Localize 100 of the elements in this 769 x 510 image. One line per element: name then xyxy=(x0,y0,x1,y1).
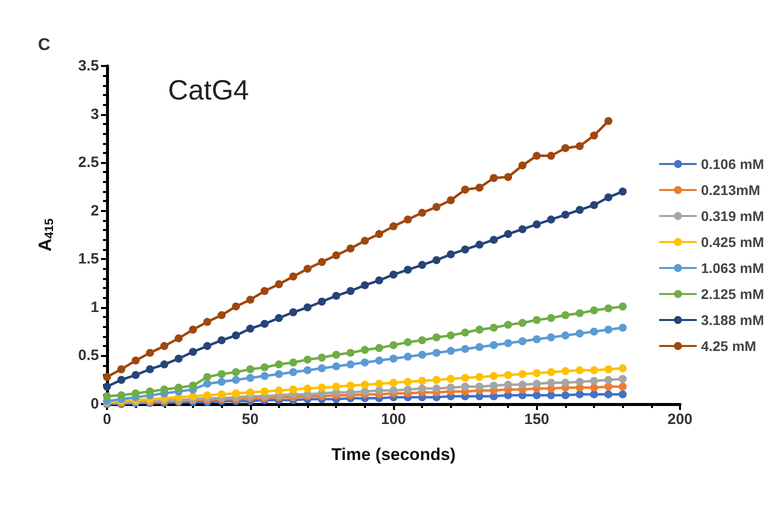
point xyxy=(332,292,340,300)
y-axis-title: A415 xyxy=(35,218,56,252)
point xyxy=(461,374,470,382)
x-tick-label: 150 xyxy=(524,411,550,428)
point xyxy=(103,392,111,400)
point xyxy=(304,356,312,364)
point xyxy=(446,331,455,340)
point xyxy=(188,348,197,356)
point xyxy=(289,368,298,376)
point xyxy=(390,270,398,279)
point xyxy=(446,250,455,258)
point xyxy=(304,384,312,393)
point xyxy=(117,376,126,384)
point xyxy=(446,374,455,383)
point xyxy=(518,225,526,234)
point xyxy=(504,371,512,380)
point xyxy=(103,372,111,381)
point xyxy=(332,251,340,260)
point xyxy=(547,152,556,160)
point xyxy=(475,343,484,352)
point xyxy=(132,356,140,365)
point xyxy=(532,391,541,400)
point xyxy=(232,376,240,384)
point xyxy=(504,230,512,238)
point xyxy=(375,386,384,394)
point xyxy=(390,378,398,387)
point xyxy=(576,390,584,398)
point xyxy=(618,374,627,383)
point xyxy=(360,358,369,366)
point xyxy=(604,382,612,391)
point xyxy=(461,186,470,194)
point xyxy=(390,386,398,394)
point xyxy=(604,376,612,384)
point xyxy=(188,382,197,390)
legend-label: 4.25 mM xyxy=(700,338,756,354)
point xyxy=(418,384,426,393)
point xyxy=(518,337,526,346)
point xyxy=(203,380,212,388)
point xyxy=(332,350,340,359)
point xyxy=(618,302,627,310)
point xyxy=(532,369,541,378)
point xyxy=(418,260,426,269)
x-tick-label: 50 xyxy=(242,411,259,428)
point xyxy=(547,368,556,376)
point xyxy=(332,362,340,370)
point xyxy=(404,216,412,224)
point xyxy=(375,356,384,365)
x-tick-label: 0 xyxy=(102,411,112,428)
point xyxy=(289,272,298,281)
point xyxy=(360,387,369,396)
point xyxy=(203,342,212,350)
point xyxy=(590,376,598,385)
point xyxy=(103,382,111,391)
point xyxy=(232,389,240,398)
point xyxy=(418,208,426,217)
point xyxy=(490,341,498,350)
point xyxy=(432,202,440,211)
point xyxy=(274,280,283,288)
point xyxy=(518,318,526,327)
point xyxy=(590,366,598,374)
point xyxy=(117,365,126,374)
point xyxy=(547,333,556,342)
point xyxy=(260,387,269,396)
point xyxy=(132,371,140,380)
point xyxy=(532,152,541,160)
point xyxy=(504,380,512,389)
point xyxy=(203,391,212,400)
point xyxy=(532,380,541,388)
legend-label: 2.125 mM xyxy=(700,286,764,302)
point xyxy=(203,372,212,381)
point xyxy=(604,326,612,334)
point xyxy=(475,326,484,334)
point xyxy=(375,230,384,238)
point xyxy=(432,384,440,393)
point xyxy=(404,266,412,274)
point xyxy=(532,335,541,344)
point xyxy=(518,161,526,170)
x-axis-title: Time (seconds) xyxy=(331,445,456,464)
point xyxy=(475,382,484,391)
point xyxy=(346,388,355,396)
point xyxy=(561,311,570,320)
point xyxy=(146,365,154,374)
point xyxy=(518,370,526,378)
point xyxy=(461,328,470,337)
point xyxy=(232,331,240,340)
point xyxy=(274,386,283,394)
point xyxy=(576,309,584,318)
point xyxy=(576,378,584,386)
point xyxy=(274,370,283,378)
point xyxy=(246,365,254,374)
point xyxy=(218,336,226,344)
point xyxy=(490,324,498,332)
point xyxy=(518,380,526,389)
point xyxy=(318,258,326,266)
point xyxy=(260,363,269,372)
point xyxy=(346,287,355,296)
x-tick-label: 200 xyxy=(667,411,693,428)
point xyxy=(318,364,326,372)
point xyxy=(375,276,384,284)
point xyxy=(375,380,384,388)
